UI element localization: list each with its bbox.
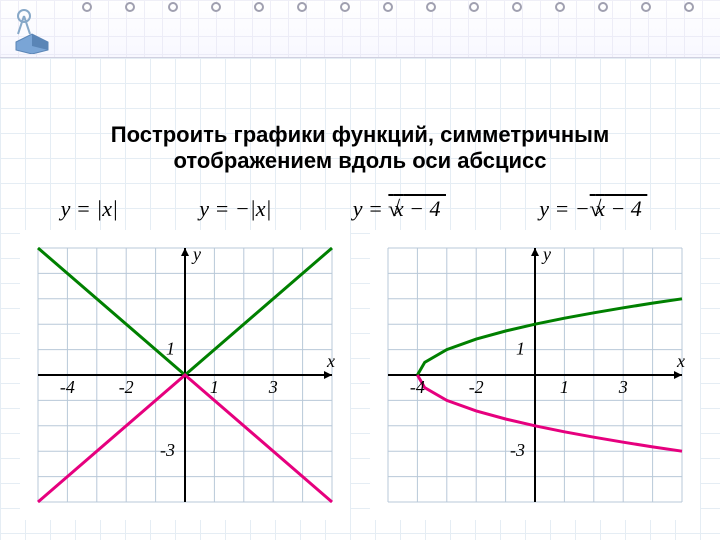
formula-3: y = x − 4 √ [353,196,458,222]
formula-1: y = |x| [61,196,119,222]
chart-right-svg: -4 -2 1 3 1 -3 x y [370,230,700,520]
svg-text:-2: -2 [119,377,134,397]
svg-text:-3: -3 [160,440,175,460]
svg-text:3: 3 [618,377,628,397]
title-line-1: Построить графики функций, симметричным [30,122,690,148]
svg-text:1: 1 [210,377,219,397]
svg-text:-2: -2 [469,377,484,397]
svg-text:1: 1 [560,377,569,397]
chart-right: -4 -2 1 3 1 -3 x y [370,230,700,520]
svg-text:x: x [676,351,685,371]
svg-text:x: x [326,351,335,371]
svg-text:y: y [541,244,551,264]
header-bar [0,0,720,58]
svg-text:1: 1 [516,339,525,359]
formula-2: y = −|x| [199,196,271,222]
title-line-2: отображением вдоль оси абсцисс [30,148,690,174]
svg-text:-4: -4 [410,377,425,397]
chart-left: -4 -2 1 3 1 -3 x y [20,230,350,520]
svg-text:1: 1 [166,339,175,359]
title-block: Построить графики функций, симметричным … [0,58,720,190]
svg-text:-4: -4 [60,377,75,397]
formula-row: y = |x| y = −|x| y = x − 4 √ y = − x − 4… [0,190,720,230]
chart-left-svg: -4 -2 1 3 1 -3 x y [20,230,350,520]
svg-text:3: 3 [268,377,278,397]
svg-text:y: y [191,244,201,264]
math-logo-icon [6,6,58,54]
formula-4: y = − x − 4 √ [539,196,659,222]
charts-row: -4 -2 1 3 1 -3 x y -4 -2 1 3 1 -3 x y [0,230,720,520]
binder-holes [65,2,710,22]
svg-text:-3: -3 [510,440,525,460]
